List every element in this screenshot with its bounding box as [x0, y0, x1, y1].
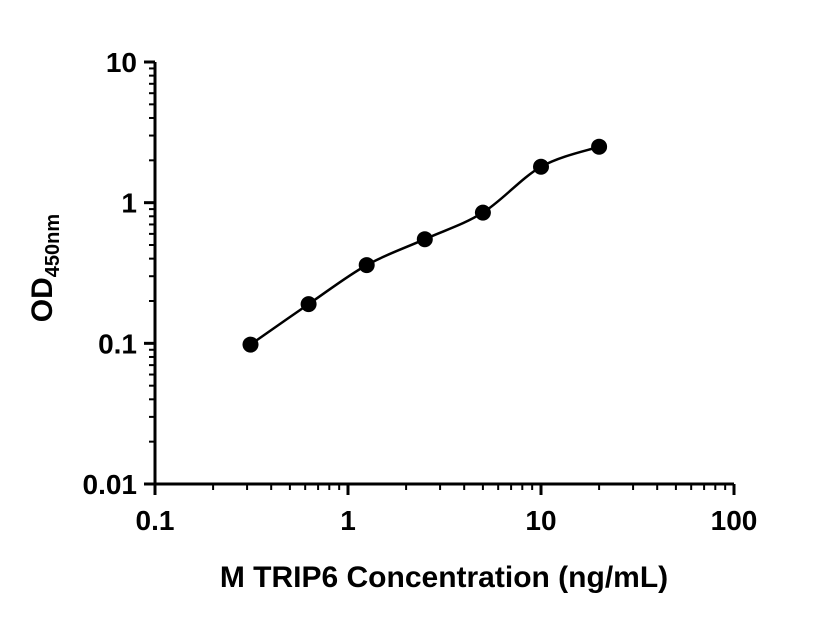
x-tick-label: 100 — [711, 505, 758, 536]
data-point-marker — [533, 158, 549, 175]
data-point-marker — [300, 296, 317, 313]
data-point-marker — [591, 138, 608, 155]
x-tick-label: 0.1 — [136, 505, 175, 536]
data-point-marker — [474, 204, 491, 221]
x-tick-label: 10 — [525, 505, 556, 536]
x-axis-label: M TRIP6 Concentration (ng/mL) — [220, 561, 668, 594]
axis-spines — [153, 62, 734, 486]
y-axis-label-main: OD — [26, 277, 59, 322]
y-tick-label: 1 — [121, 188, 137, 219]
data-point-marker — [358, 257, 375, 274]
y-axis-label: OD450nm — [26, 214, 64, 322]
y-axis-label-subscript: 450nm — [42, 214, 64, 277]
y-tick-label: 0.01 — [83, 469, 138, 500]
data-point-marker — [242, 336, 259, 353]
axes-layer: 0.1 1 10 100 0.01 0.1 1 10 — [83, 47, 758, 536]
data-point-marker — [416, 231, 433, 248]
y-tick-label: 10 — [106, 47, 137, 78]
x-tick-label: 1 — [340, 505, 356, 536]
series-layer — [242, 138, 608, 353]
y-tick-label: 0.1 — [98, 328, 137, 359]
